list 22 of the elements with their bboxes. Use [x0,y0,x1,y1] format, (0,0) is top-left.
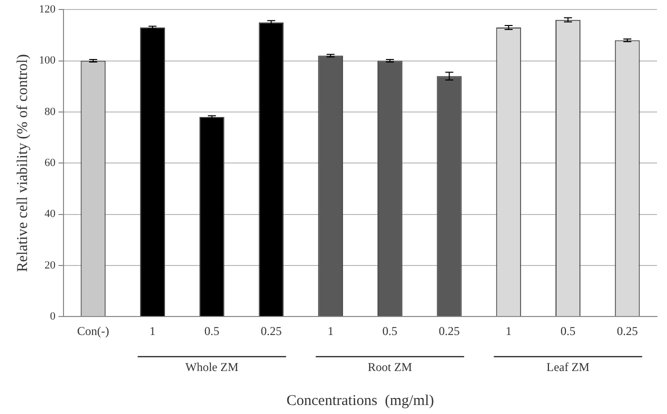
y-tick-label: 60 [44,156,56,169]
x-tick-label: 1 [506,324,512,338]
x-tick-label: 0.5 [382,324,398,338]
y-tick-label: 120 [39,3,56,16]
x-tick-label: 0.5 [204,324,220,338]
x-tick-label: 1 [150,324,156,338]
text: Whole ZM [185,360,239,374]
x-tick-label: 0.25 [260,324,282,338]
x-tick-label: 0.25 [616,324,638,338]
x-tick-label: 1 [328,324,334,338]
x-axis-title: Concentrations (mg/ml) [286,392,434,409]
y-tick-label: 100 [39,54,56,67]
x-tick-label: Con(-) [77,324,110,338]
text: Leaf ZM [546,360,590,374]
x-tick-label: 0.5 [560,324,576,338]
x-tick-label: 0.25 [438,324,460,338]
y-tick-label: 40 [44,208,56,220]
y-axis-title: Relative cell viability (% of control) [14,54,31,272]
text: Root ZM [368,360,412,374]
y-tick-label: 20 [44,259,56,272]
y-tick-label: 0 [50,310,56,322]
y-tick-label: 80 [44,106,56,118]
